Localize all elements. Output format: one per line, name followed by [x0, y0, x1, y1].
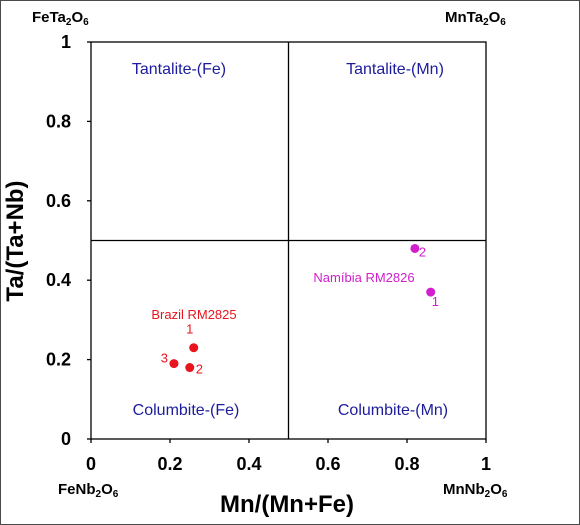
- data-point: [189, 343, 199, 353]
- corner-label-top-right: MnTa2O6: [445, 9, 506, 28]
- data-point: [426, 287, 436, 297]
- point-label: 2: [196, 362, 203, 377]
- x-axis-ticks: 0 0.2 0.4 0.6 0.8 1: [86, 439, 491, 474]
- data-point: [410, 243, 420, 253]
- y-tick-label: 0.8: [46, 111, 71, 131]
- x-tick-label: 0.8: [394, 454, 419, 474]
- data-points: 1 2 3 1 2: [161, 243, 439, 377]
- corner-label-bottom-right: MnNb2O6: [443, 481, 508, 500]
- data-point: [169, 359, 179, 369]
- y-tick-label: 0: [61, 429, 71, 449]
- x-tick-label: 0.2: [157, 454, 182, 474]
- y-tick-label: 0.2: [46, 350, 71, 370]
- corner-label-bottom-left: FeNb2O6: [58, 481, 119, 500]
- series-label-namibia: Namíbia RM2826: [313, 270, 414, 285]
- region-columbite-mn: Columbite-(Mn): [338, 402, 448, 419]
- point-label: 1: [432, 294, 439, 309]
- corner-label-top-left: FeTa2O6: [32, 9, 89, 28]
- y-axis-title: Ta/(Ta+Nb): [2, 180, 29, 301]
- y-tick-label: 1: [61, 32, 71, 52]
- x-tick-label: 0.6: [315, 454, 340, 474]
- point-label: 1: [186, 322, 193, 337]
- y-axis-ticks: 0 0.2 0.4 0.6 0.8 1: [46, 32, 91, 449]
- point-label: 3: [161, 351, 168, 366]
- y-tick-label: 0.6: [46, 191, 71, 211]
- x-axis-title: Mn/(Mn+Fe): [220, 491, 354, 518]
- region-tantalite-mn: Tantalite-(Mn): [346, 61, 444, 78]
- series-label-brazil: Brazil RM2825: [151, 307, 236, 322]
- region-columbite-fe: Columbite-(Fe): [133, 402, 240, 419]
- point-label: 2: [419, 244, 426, 259]
- y-tick-label: 0.4: [46, 270, 71, 290]
- region-tantalite-fe: Tantalite-(Fe): [132, 61, 226, 78]
- x-tick-label: 0.4: [236, 454, 261, 474]
- x-tick-label: 1: [481, 454, 491, 474]
- x-tick-label: 0: [86, 454, 96, 474]
- data-point: [185, 363, 195, 373]
